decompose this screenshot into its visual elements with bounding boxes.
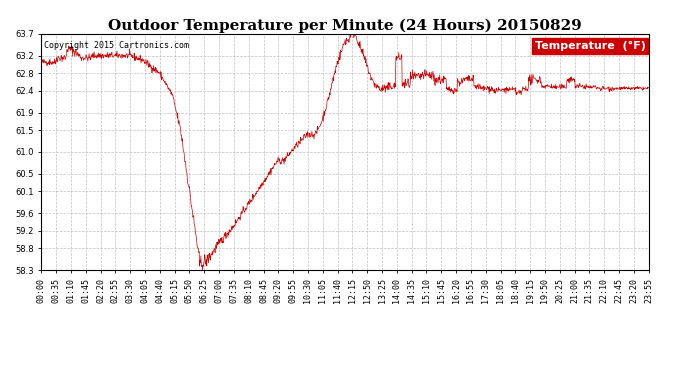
Title: Outdoor Temperature per Minute (24 Hours) 20150829: Outdoor Temperature per Minute (24 Hours… [108,18,582,33]
Text: Copyright 2015 Cartronics.com: Copyright 2015 Cartronics.com [44,41,190,50]
Text: Temperature  (°F): Temperature (°F) [535,41,646,51]
